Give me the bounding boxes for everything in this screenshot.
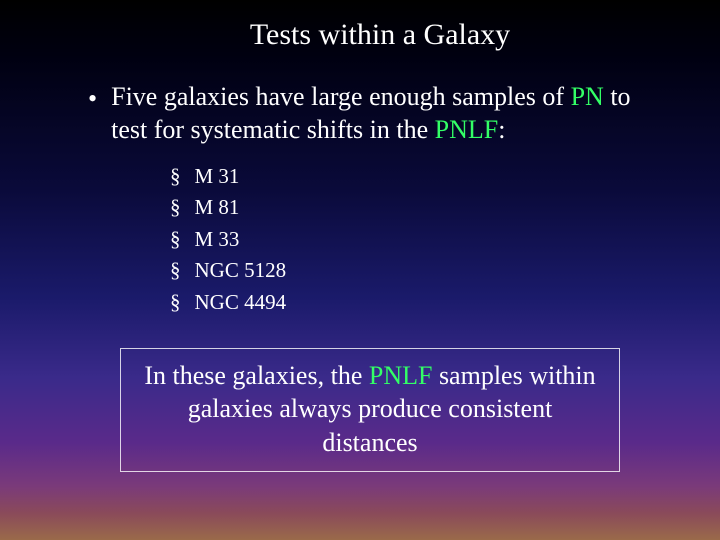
highlight-pnlf: PNLF [369, 361, 433, 390]
galaxy-name: NGC 5128 [195, 255, 287, 287]
highlight-pnlf: PNLF [435, 115, 499, 144]
sub-bullet-marker-icon: § [170, 287, 181, 319]
list-item: § NGC 4494 [170, 287, 680, 319]
sub-bullet-marker-icon: § [170, 192, 181, 224]
main-bullet-text: Five galaxies have large enough samples … [111, 80, 660, 147]
galaxy-name: M 33 [195, 224, 240, 256]
galaxy-name: M 81 [195, 192, 240, 224]
galaxy-list: § M 31 § M 81 § M 33 § NGC 5128 § NGC 44… [170, 161, 680, 319]
galaxy-name: M 31 [195, 161, 240, 193]
list-item: § M 33 [170, 224, 680, 256]
galaxy-name: NGC 4494 [195, 287, 287, 319]
callout-text-part: In these galaxies, the [144, 361, 369, 390]
sub-bullet-marker-icon: § [170, 224, 181, 256]
sub-bullet-marker-icon: § [170, 255, 181, 287]
bullet-marker-icon: • [88, 82, 97, 115]
bullet-text-part: Five galaxies have large enough samples … [111, 82, 570, 111]
slide-title: Tests within a Galaxy [80, 18, 680, 52]
slide: Tests within a Galaxy • Five galaxies ha… [0, 0, 720, 540]
main-bullet: • Five galaxies have large enough sample… [88, 80, 660, 147]
conclusion-callout: In these galaxies, the PNLF samples with… [120, 348, 620, 472]
list-item: § NGC 5128 [170, 255, 680, 287]
sub-bullet-marker-icon: § [170, 161, 181, 193]
list-item: § M 81 [170, 192, 680, 224]
bullet-text-part: : [498, 115, 505, 144]
highlight-pn: PN [571, 82, 604, 111]
list-item: § M 31 [170, 161, 680, 193]
